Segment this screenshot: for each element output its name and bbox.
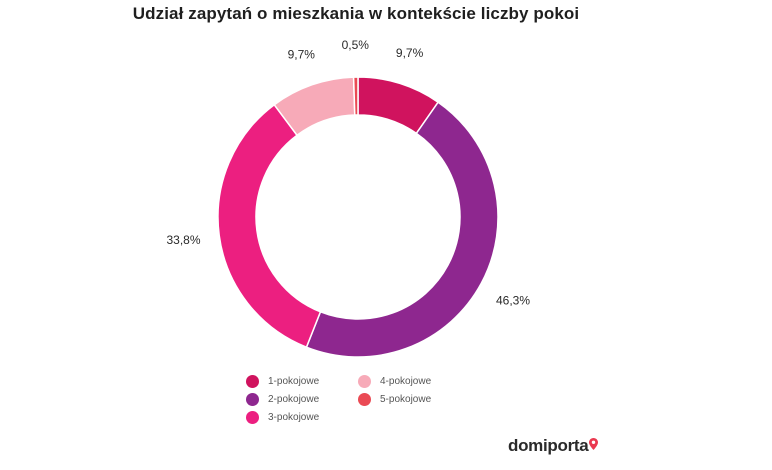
- legend-item-2-pokojowe: 2-pokojowe: [246, 390, 319, 408]
- brand-name: domiporta: [508, 436, 589, 455]
- slice-value-label: 46,3%: [496, 293, 530, 307]
- legend-label: 3-pokojowe: [268, 411, 320, 423]
- donut-slice-3-pokojowe: [217, 103, 322, 349]
- chart-title: Udział zapytań o mieszkania w kontekście…: [132, 4, 580, 23]
- slice-value-label: 9,7%: [396, 46, 424, 60]
- legend-item-3-pokojowe: 3-pokojowe: [246, 408, 319, 426]
- legend-swatch: [246, 392, 259, 406]
- legend-swatch: [358, 374, 371, 388]
- slice-value-label: 33,8%: [167, 233, 201, 247]
- donut-slice-2-pokojowe: [305, 101, 499, 358]
- legend-item-4-pokojowe: 4-pokojowe: [358, 372, 431, 390]
- legend-item-5-pokojowe: 5-pokojowe: [358, 390, 431, 408]
- legend-swatch: [246, 410, 259, 424]
- donut-slice-5-pokojowe: [352, 76, 359, 116]
- legend-label: 1-pokojowe: [268, 375, 320, 387]
- brand-logo: domiporta: [508, 436, 599, 456]
- legend-label: 2-pokojowe: [268, 393, 320, 405]
- legend-swatch: [358, 392, 371, 406]
- legend: 1-pokojowe 4-pokojowe 2-pokojowe 5-pokojowe…: [246, 372, 476, 428]
- slice-value-label: 9,7%: [288, 48, 316, 62]
- legend-item-1-pokojowe: 1-pokojowe: [246, 372, 319, 390]
- legend-label: 4-pokojowe: [380, 375, 432, 387]
- slice-value-label: 0,5%: [342, 38, 370, 52]
- legend-swatch: [246, 374, 259, 388]
- location-pin-icon: [589, 438, 599, 450]
- legend-label: 5-pokojowe: [380, 393, 432, 405]
